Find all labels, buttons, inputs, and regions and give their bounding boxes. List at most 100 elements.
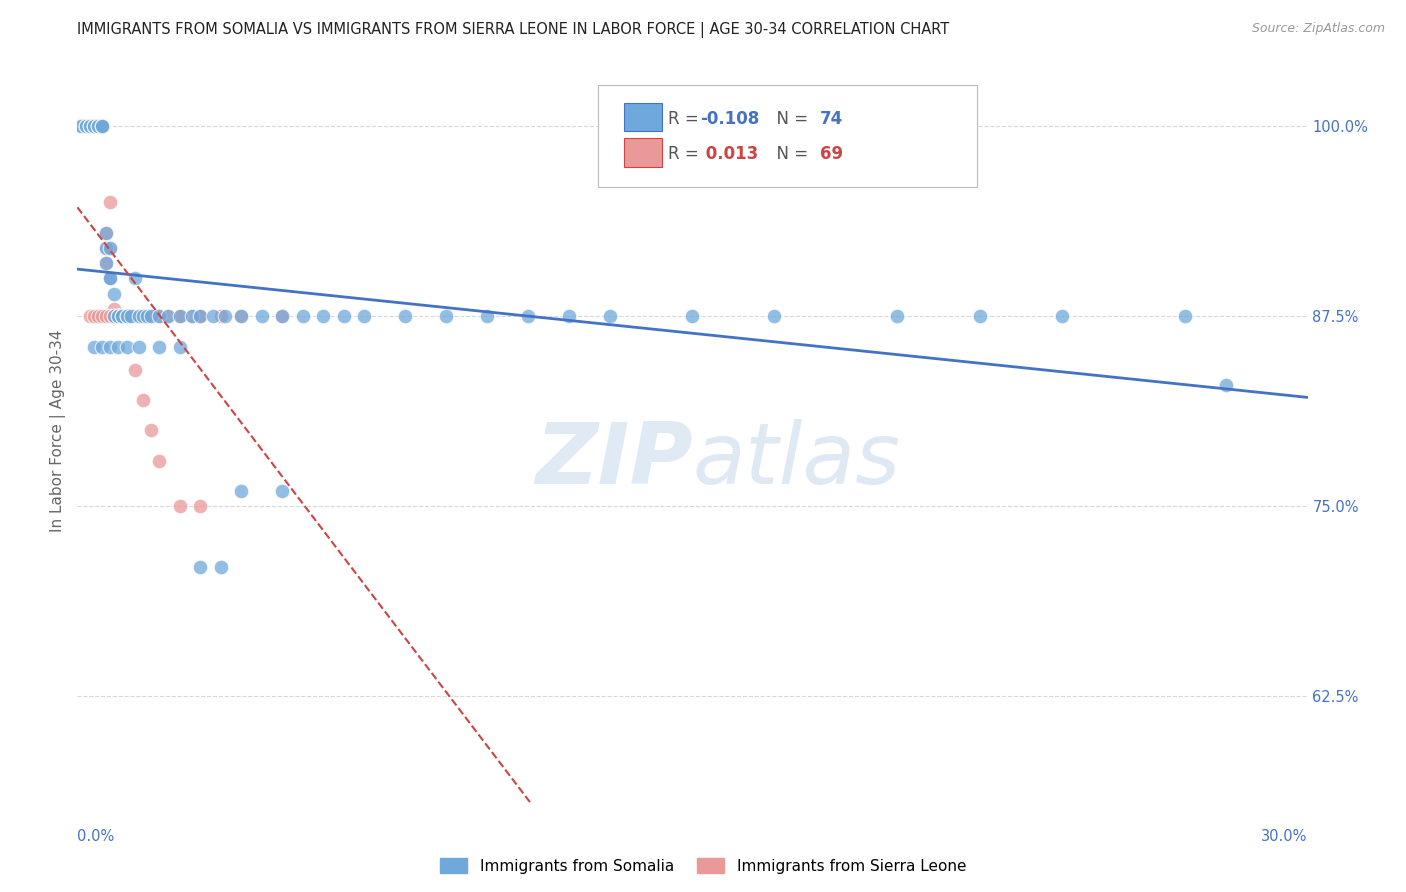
Point [436, 310, 458, 324]
Point [83, 310, 105, 324]
Point [115, 310, 138, 324]
Point [886, 310, 908, 324]
Point [148, 340, 170, 354]
Point [107, 310, 129, 324]
Point [188, 310, 212, 324]
Point [79, 120, 101, 134]
Point [763, 310, 786, 324]
Text: R =: R = [668, 110, 704, 128]
Point [188, 310, 212, 324]
Point [90, 120, 114, 134]
Point [128, 310, 150, 324]
Point [90, 120, 114, 134]
Point [90, 120, 114, 134]
Point [98, 241, 121, 255]
Point [107, 310, 129, 324]
Y-axis label: In Labor Force | Age 30-34: In Labor Force | Age 30-34 [51, 329, 66, 532]
Point [231, 310, 253, 324]
Point [83, 120, 105, 134]
Point [90, 120, 114, 134]
Point [107, 310, 129, 324]
Point [291, 310, 314, 324]
Point [94, 256, 117, 270]
Point [169, 310, 191, 324]
Point [115, 310, 138, 324]
Point [136, 310, 159, 324]
Point [83, 120, 105, 134]
Point [148, 454, 170, 468]
Point [75, 120, 97, 134]
Point [141, 310, 163, 324]
Point [1215, 377, 1237, 392]
Point [156, 310, 179, 324]
Point [79, 120, 101, 134]
Point [70, 120, 93, 134]
Point [98, 271, 121, 285]
Point [250, 310, 273, 324]
Point [132, 310, 155, 324]
Point [79, 120, 101, 134]
Point [98, 340, 121, 354]
Point [141, 424, 163, 438]
Point [394, 310, 416, 324]
Point [87, 310, 110, 324]
Point [98, 271, 121, 285]
Point [169, 310, 191, 324]
Point [124, 310, 146, 324]
Point [94, 241, 117, 255]
Point [98, 310, 121, 324]
Point [103, 286, 125, 301]
Point [94, 310, 117, 324]
Point [169, 340, 191, 354]
Point [312, 310, 335, 324]
Point [83, 120, 105, 134]
Point [271, 310, 294, 324]
Point [148, 310, 170, 324]
Point [477, 310, 499, 324]
Point [94, 241, 117, 255]
Point [103, 310, 125, 324]
Point [231, 484, 253, 499]
Point [87, 120, 110, 134]
Point [75, 120, 97, 134]
Point [169, 500, 191, 514]
Point [136, 310, 159, 324]
Point [79, 120, 101, 134]
Point [83, 120, 105, 134]
Point [75, 120, 97, 134]
Point [98, 271, 121, 285]
Point [132, 392, 155, 407]
Point [128, 310, 150, 324]
Point [188, 500, 212, 514]
Point [169, 310, 191, 324]
Text: -0.108: -0.108 [700, 110, 759, 128]
Point [115, 310, 138, 324]
Point [181, 310, 204, 324]
Point [271, 310, 294, 324]
Point [682, 310, 704, 324]
Point [103, 301, 125, 316]
Text: 69: 69 [820, 145, 842, 163]
Text: IMMIGRANTS FROM SOMALIA VS IMMIGRANTS FROM SIERRA LEONE IN LABOR FORCE | AGE 30-: IMMIGRANTS FROM SOMALIA VS IMMIGRANTS FR… [77, 22, 949, 38]
Point [83, 340, 105, 354]
Point [148, 310, 170, 324]
Point [90, 120, 114, 134]
Point [111, 310, 134, 324]
Text: 74: 74 [820, 110, 844, 128]
Point [90, 310, 114, 324]
Point [128, 340, 150, 354]
Text: 0.0%: 0.0% [77, 830, 114, 844]
Point [107, 310, 129, 324]
Text: 30.0%: 30.0% [1261, 830, 1308, 844]
Point [124, 310, 146, 324]
Point [87, 120, 110, 134]
Point [115, 340, 138, 354]
Point [94, 226, 117, 240]
Point [136, 310, 159, 324]
Text: N =: N = [766, 110, 814, 128]
Point [87, 120, 110, 134]
Point [124, 362, 146, 376]
Point [124, 271, 146, 285]
Point [188, 560, 212, 574]
Point [107, 340, 129, 354]
